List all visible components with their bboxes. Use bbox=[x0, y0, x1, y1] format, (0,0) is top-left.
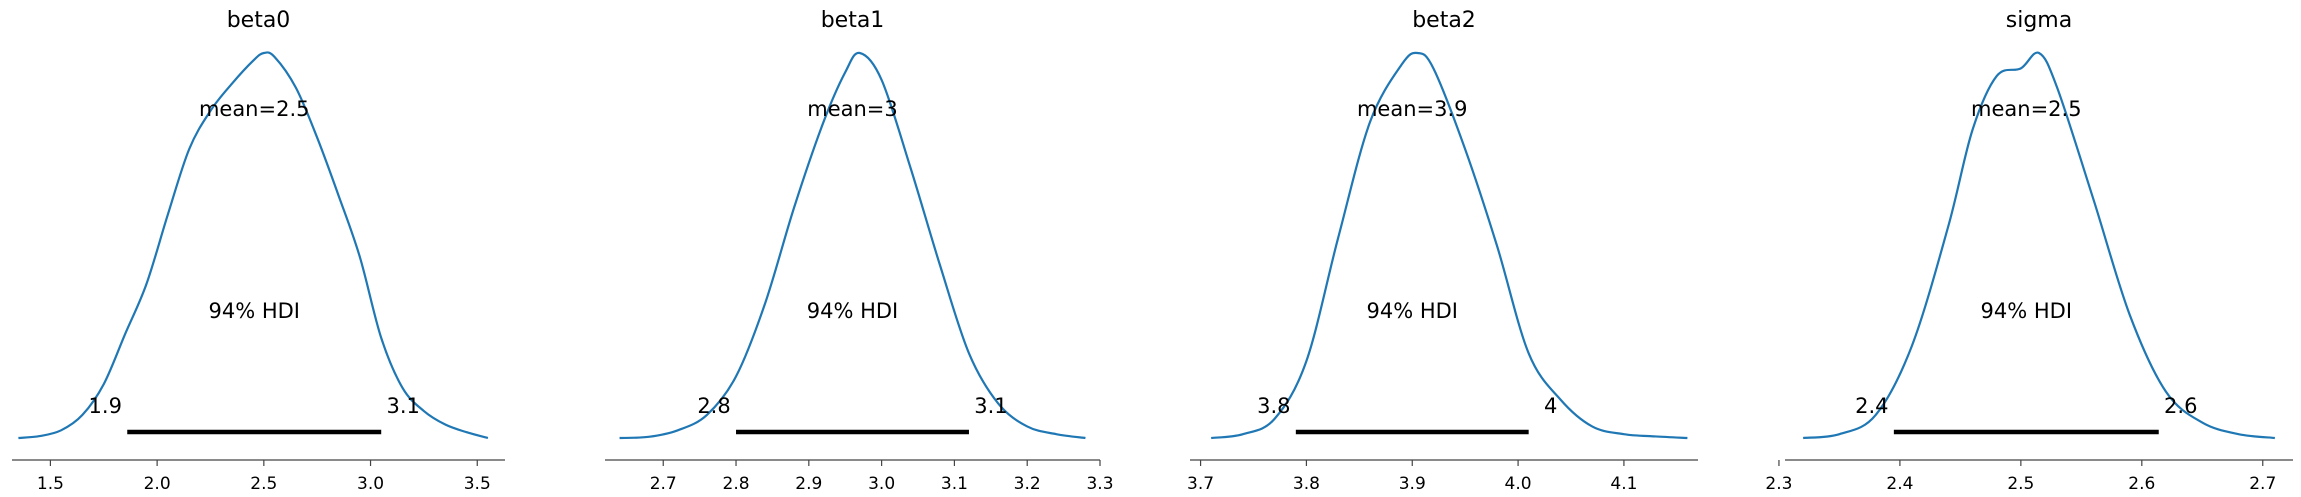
panels: beta0 mean=2.5 94% HDI 1.9 3.1 1.5 2.0 2.5 3.0 3.… bbox=[12, 8, 2293, 494]
mean-label: mean=2.5 bbox=[1971, 97, 2082, 121]
density-curve bbox=[1803, 51, 2275, 440]
x-tick-label: 2.5 bbox=[250, 474, 277, 494]
hdi-low-label: 2.8 bbox=[697, 394, 730, 418]
panel-title: sigma bbox=[2006, 8, 2072, 33]
density-curve bbox=[619, 51, 1086, 440]
hdi-high-label: 4 bbox=[1544, 394, 1557, 418]
mean-label: mean=3 bbox=[807, 97, 898, 121]
x-tick-label: 3.2 bbox=[1014, 474, 1041, 494]
x-tick-label: 2.4 bbox=[1886, 474, 1913, 494]
x-tick-label: 3.9 bbox=[1399, 474, 1426, 494]
x-tick-label: 3.0 bbox=[357, 474, 384, 494]
x-tick-label: 2.7 bbox=[2249, 474, 2276, 494]
hdi-label: 94% HDI bbox=[1366, 299, 1458, 323]
x-tick-label: 1.5 bbox=[37, 474, 64, 494]
hdi-high-label: 2.6 bbox=[2164, 394, 2197, 418]
density-curve bbox=[1211, 51, 1688, 440]
panel-title: beta1 bbox=[821, 8, 885, 33]
hdi-label: 94% HDI bbox=[208, 299, 300, 323]
x-tick-label: 2.3 bbox=[1765, 474, 1792, 494]
density-panel-beta0: beta0 mean=2.5 94% HDI 1.9 3.1 1.5 2.0 2.5 3.0 3.… bbox=[12, 8, 505, 494]
hdi-low-label: 2.4 bbox=[1855, 394, 1888, 418]
x-tick-label: 2.0 bbox=[144, 474, 171, 494]
x-tick-label: 3.7 bbox=[1187, 474, 1214, 494]
x-tick-label: 3.0 bbox=[868, 474, 895, 494]
panel-title: beta2 bbox=[1412, 8, 1476, 33]
x-tick-label: 2.6 bbox=[2128, 474, 2155, 494]
density-panel-beta1: beta1 mean=3 94% HDI 2.8 3.1 2.7 2.8 2.9 3.0 3.1 3… bbox=[605, 8, 1114, 494]
mean-label: mean=3.9 bbox=[1357, 97, 1468, 121]
x-tick-label: 3.8 bbox=[1293, 474, 1320, 494]
hdi-label: 94% HDI bbox=[1981, 299, 2073, 323]
x-tick-label: 4.0 bbox=[1505, 474, 1532, 494]
density-panel-sigma: sigma mean=2.5 94% HDI 2.4 2.6 2.3 2.4 2.5 2.6 2.… bbox=[1765, 8, 2293, 494]
x-tick-label: 2.8 bbox=[723, 474, 750, 494]
x-tick-label: 3.1 bbox=[941, 474, 968, 494]
x-tick-label: 2.9 bbox=[795, 474, 822, 494]
hdi-low-label: 1.9 bbox=[89, 394, 122, 418]
density-curve bbox=[18, 51, 489, 440]
x-tick-label: 3.5 bbox=[464, 474, 491, 494]
mean-label: mean=2.5 bbox=[199, 97, 310, 121]
density-panel-beta2: beta2 mean=3.9 94% HDI 3.8 4 3.7 3.8 3.9 4.0 4.1 bbox=[1187, 8, 1698, 494]
hdi-high-label: 3.1 bbox=[974, 394, 1007, 418]
hdi-low-label: 3.8 bbox=[1257, 394, 1290, 418]
hdi-label: 94% HDI bbox=[807, 299, 899, 323]
x-tick-label: 4.1 bbox=[1610, 474, 1637, 494]
x-tick-label: 2.5 bbox=[2007, 474, 2034, 494]
x-tick-label: 3.3 bbox=[1086, 474, 1113, 494]
x-tick-label: 2.7 bbox=[650, 474, 677, 494]
hdi-high-label: 3.1 bbox=[387, 394, 420, 418]
panel-title: beta0 bbox=[227, 8, 291, 33]
